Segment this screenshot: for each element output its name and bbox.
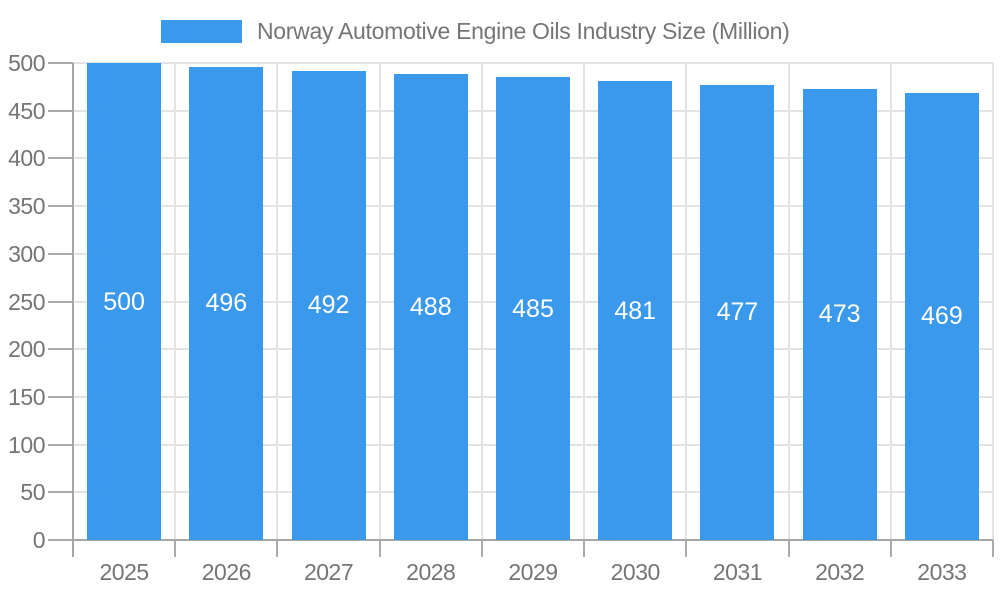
y-axis-tick-0 <box>48 539 73 541</box>
bar-value-label-2028: 488 <box>409 293 452 322</box>
y-axis-label-400: 400 <box>8 145 45 172</box>
gridline-vertical-7 <box>787 63 790 540</box>
x-axis-tick-3 <box>378 540 381 557</box>
bar-2031[interactable] <box>700 84 775 540</box>
x-axis-tick-4 <box>480 540 483 557</box>
x-axis-label-2027: 2027 <box>303 559 354 585</box>
y-axis-label-0: 0 <box>32 527 46 553</box>
y-axis-line <box>72 63 74 557</box>
bar-value-label-2031: 477 <box>716 298 759 327</box>
y-axis-tick-350 <box>48 205 73 208</box>
bar-value-label-2030: 481 <box>614 296 657 325</box>
bar-value-label-2025: 500 <box>103 287 145 316</box>
y-axis-label-300: 300 <box>8 240 45 267</box>
legend-swatch-icon <box>161 19 242 43</box>
x-axis-label-2029: 2029 <box>508 559 558 585</box>
x-axis-tick-6 <box>685 540 688 557</box>
y-axis-tick-50 <box>48 491 73 494</box>
y-axis-label-50: 50 <box>20 479 45 506</box>
x-axis-label-2028: 2028 <box>406 559 456 585</box>
bar-value-label-2026: 496 <box>205 289 248 318</box>
chart-legend-item[interactable]: Norway Automotive Engine Oils Industry S… <box>161 17 790 45</box>
y-axis-tick-300 <box>48 252 73 255</box>
gridline-vertical-4 <box>480 63 483 540</box>
gridline-vertical-5 <box>583 63 586 540</box>
gridline-vertical-2 <box>276 63 279 540</box>
bar-value-label-2027: 492 <box>307 291 350 320</box>
y-axis-label-250: 250 <box>8 288 45 315</box>
bar-value-label-2033: 469 <box>921 302 963 331</box>
bar-2033[interactable] <box>904 92 979 540</box>
bar-2029[interactable] <box>496 77 570 540</box>
y-axis-tick-100 <box>48 443 73 446</box>
y-axis-tick-400 <box>48 157 73 160</box>
x-axis-label-2025: 2025 <box>99 559 150 585</box>
bar-value-label-2032: 473 <box>818 300 861 329</box>
x-axis-label-2032: 2032 <box>815 559 865 585</box>
gridline-vertical-8 <box>889 63 892 540</box>
x-axis-tick-8 <box>889 540 892 557</box>
y-axis-tick-450 <box>48 109 73 112</box>
bar-2030[interactable] <box>598 81 673 540</box>
gridline-vertical-9 <box>992 63 994 540</box>
y-axis-label-150: 150 <box>8 383 45 410</box>
bar-2032[interactable] <box>802 88 877 540</box>
legend-label: Norway Automotive Engine Oils Industry S… <box>257 17 790 44</box>
bar-value-label-2029: 485 <box>512 294 554 323</box>
gridline-vertical-3 <box>378 63 381 540</box>
bar-2025[interactable] <box>87 63 162 540</box>
y-axis-label-100: 100 <box>8 431 45 458</box>
x-axis-label-2030: 2030 <box>610 559 661 585</box>
gridline-vertical-6 <box>685 63 688 540</box>
gridline-vertical-1 <box>174 63 177 540</box>
x-axis-tick-7 <box>787 540 790 557</box>
gridline-horizontal-500 <box>73 62 993 64</box>
y-axis-label-450: 450 <box>8 97 45 124</box>
y-axis-tick-250 <box>48 300 73 303</box>
x-axis-label-2033: 2033 <box>917 559 967 585</box>
x-axis-tick-2 <box>276 540 279 557</box>
x-axis-tick-1 <box>174 540 177 557</box>
x-axis-label-2031: 2031 <box>712 559 763 585</box>
bar-2028[interactable] <box>393 74 468 540</box>
x-axis-tick-5 <box>583 540 586 557</box>
x-axis-line <box>73 539 993 541</box>
y-axis-tick-200 <box>48 348 73 351</box>
y-axis-tick-150 <box>48 395 73 398</box>
y-axis-label-500: 500 <box>8 50 45 76</box>
y-axis-label-200: 200 <box>8 336 45 363</box>
y-axis-tick-500 <box>48 62 73 64</box>
y-axis-label-350: 350 <box>8 193 45 220</box>
x-axis-tick-9 <box>992 540 994 557</box>
bar-2026[interactable] <box>189 66 264 540</box>
bar-2027[interactable] <box>291 70 366 540</box>
x-axis-label-2026: 2026 <box>201 559 252 585</box>
